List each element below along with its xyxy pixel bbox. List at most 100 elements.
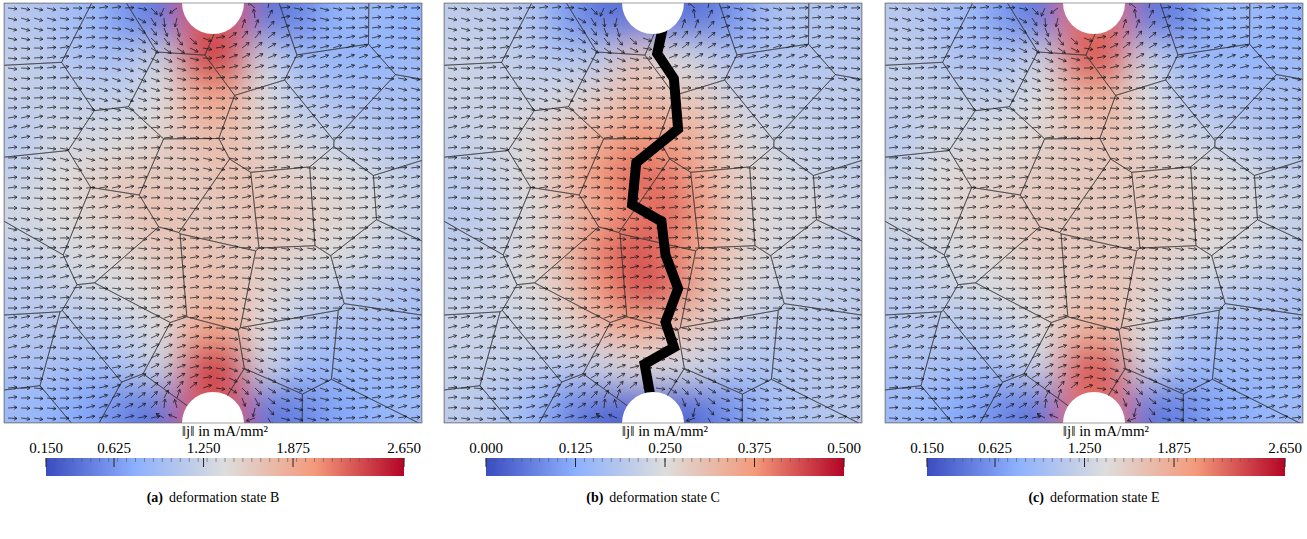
tick-label: 0.500 xyxy=(827,440,861,456)
minor-tick xyxy=(503,458,504,462)
cell xyxy=(955,347,990,386)
minor-tick xyxy=(216,458,217,462)
cell xyxy=(1094,79,1129,118)
minor-tick xyxy=(638,458,639,462)
cell xyxy=(143,3,178,42)
tick-label: 1.875 xyxy=(1157,440,1191,456)
minor-tick xyxy=(944,458,945,462)
cell xyxy=(792,232,827,271)
cell xyxy=(109,194,144,233)
plot-area xyxy=(4,3,422,423)
cell xyxy=(1024,232,1059,271)
cell xyxy=(583,347,618,386)
minor-tick xyxy=(1007,458,1008,462)
cell xyxy=(1129,385,1164,423)
cell xyxy=(444,347,479,386)
tick xyxy=(404,458,405,467)
minor-tick xyxy=(162,458,163,462)
cell xyxy=(688,347,723,386)
cell xyxy=(885,156,920,195)
cell xyxy=(74,118,109,157)
cell xyxy=(318,270,353,309)
minor-tick xyxy=(656,458,657,462)
minor-tick xyxy=(377,458,378,462)
cell xyxy=(549,41,584,80)
cell xyxy=(758,194,793,233)
cell xyxy=(990,347,1025,386)
tick xyxy=(844,458,845,467)
panel-label: (a) xyxy=(147,490,164,506)
cell xyxy=(758,270,793,309)
cell xyxy=(792,156,827,195)
cell xyxy=(920,79,955,118)
cell xyxy=(1233,118,1268,157)
cell xyxy=(1094,194,1129,233)
cell xyxy=(1094,347,1129,386)
cell xyxy=(318,194,353,233)
flow-arrows xyxy=(448,3,860,423)
minor-tick xyxy=(126,458,127,462)
cell xyxy=(74,270,109,309)
minor-tick xyxy=(781,458,782,462)
flow-arrows xyxy=(889,3,1301,423)
minor-tick xyxy=(332,458,333,462)
cell xyxy=(1024,347,1059,386)
cell xyxy=(39,79,74,118)
cell xyxy=(4,118,39,157)
cell xyxy=(4,270,39,309)
cell xyxy=(955,118,990,157)
cell xyxy=(143,232,178,271)
minor-tick xyxy=(1177,458,1178,462)
minor-tick xyxy=(718,458,719,462)
hole xyxy=(1063,3,1125,34)
tick-label: 1.875 xyxy=(276,440,310,456)
cell xyxy=(1199,194,1234,233)
minor-tick xyxy=(494,458,495,462)
cell xyxy=(1129,308,1164,347)
minor-tick xyxy=(1106,458,1107,462)
cell xyxy=(583,156,618,195)
colorbar: 0.1500.6251.2501.8752.650‖j‖ in mA/mm² xyxy=(910,423,1302,476)
colorbar-label: ‖j‖ in mA/mm² xyxy=(182,423,269,439)
frame xyxy=(4,3,422,423)
cell xyxy=(1199,347,1234,386)
cell xyxy=(688,308,723,347)
cell xyxy=(1129,194,1164,233)
cell xyxy=(583,3,618,42)
minor-tick xyxy=(81,458,82,462)
cell xyxy=(583,194,618,233)
minor-tick xyxy=(1204,458,1205,462)
cell xyxy=(885,3,920,42)
cell xyxy=(1268,347,1303,386)
minor-tick xyxy=(108,458,109,462)
cell xyxy=(4,41,39,80)
caption: (a)deformation state B xyxy=(147,490,280,506)
minor-tick xyxy=(144,458,145,462)
cell xyxy=(352,118,387,157)
minor-tick xyxy=(521,458,522,462)
cell xyxy=(583,232,618,271)
cell xyxy=(792,347,827,386)
cell xyxy=(514,194,549,233)
minor-tick xyxy=(826,458,827,462)
minor-tick xyxy=(817,458,818,462)
cell xyxy=(514,118,549,157)
minor-tick xyxy=(971,458,972,462)
cell xyxy=(1129,118,1164,157)
colorbar-gradient xyxy=(486,458,844,476)
cell xyxy=(549,194,584,233)
hole xyxy=(622,392,684,423)
cell xyxy=(549,270,584,309)
minor-tick xyxy=(799,458,800,462)
minor-tick xyxy=(1186,458,1187,462)
minor-tick xyxy=(1258,458,1259,462)
cell xyxy=(990,156,1025,195)
cell xyxy=(688,194,723,233)
minor-tick xyxy=(557,458,558,462)
cell xyxy=(583,385,618,423)
cell xyxy=(990,41,1025,80)
cell xyxy=(1129,156,1164,195)
tick xyxy=(203,458,204,467)
minor-tick xyxy=(350,458,351,462)
cell xyxy=(1024,156,1059,195)
